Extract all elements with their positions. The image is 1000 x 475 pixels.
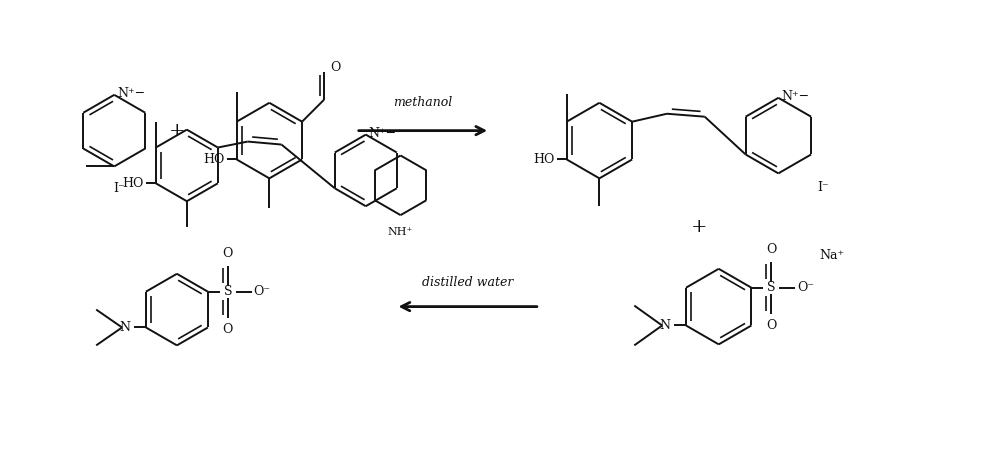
Text: S: S xyxy=(767,281,776,294)
Text: O: O xyxy=(223,247,233,260)
Text: distilled water: distilled water xyxy=(422,276,513,289)
Text: O: O xyxy=(766,243,777,256)
Text: HO: HO xyxy=(203,153,225,166)
Text: Na⁺: Na⁺ xyxy=(819,249,844,262)
Text: NH⁺: NH⁺ xyxy=(388,227,413,237)
Text: O: O xyxy=(330,61,340,75)
Text: I⁻: I⁻ xyxy=(113,182,125,195)
Text: O⁻: O⁻ xyxy=(797,281,814,294)
Text: I⁻: I⁻ xyxy=(817,181,829,194)
Text: N: N xyxy=(119,321,130,334)
Text: methanol: methanol xyxy=(393,96,453,109)
Text: N: N xyxy=(659,319,670,332)
Text: +: + xyxy=(691,218,707,236)
Text: HO: HO xyxy=(533,153,555,166)
Text: O: O xyxy=(766,319,777,332)
Text: N⁺−: N⁺− xyxy=(117,87,145,100)
Text: N⁺−: N⁺− xyxy=(781,90,809,104)
Text: O⁻: O⁻ xyxy=(254,285,271,298)
Text: +: + xyxy=(169,122,185,140)
Text: N⁺−: N⁺− xyxy=(369,127,397,140)
Text: S: S xyxy=(224,285,232,298)
Text: HO: HO xyxy=(123,177,144,190)
Text: O: O xyxy=(223,323,233,336)
